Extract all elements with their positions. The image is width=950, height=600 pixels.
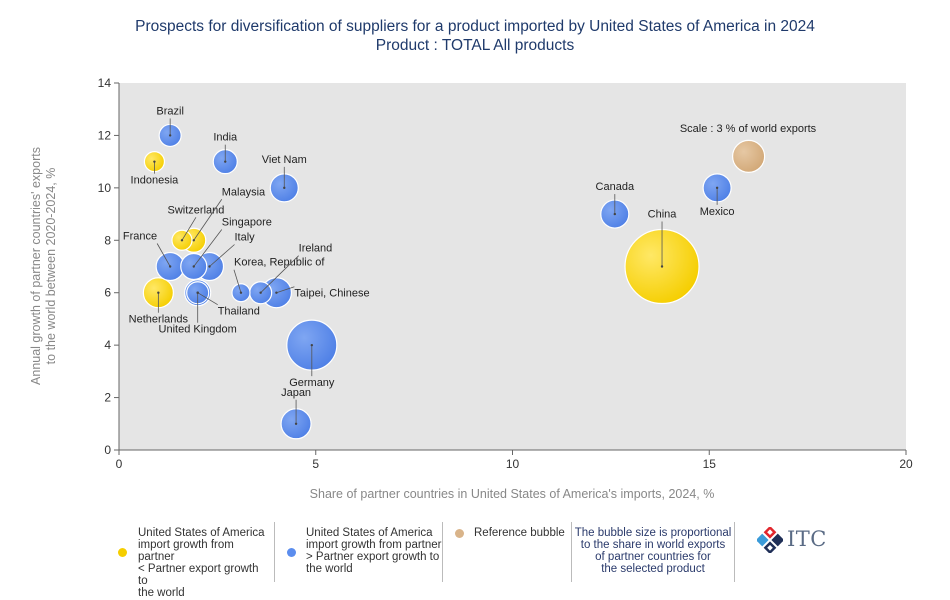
bubble-center-dot — [192, 265, 195, 268]
legend-line: United States of America — [306, 527, 433, 539]
bubble-center-dot — [239, 291, 243, 294]
reference-dot-icon — [455, 529, 464, 538]
bubble-center-dot — [192, 239, 195, 242]
bubble-center-dot — [208, 265, 211, 268]
y-tick-label: 0 — [104, 443, 111, 457]
chart-title: Prospects for diversification of supplie… — [0, 17, 950, 55]
legend-line: to the share in world exports — [580, 539, 726, 551]
bubble-label: Netherlands — [129, 314, 189, 326]
legend-divider — [571, 522, 572, 582]
y-axis-label-line1: Annual growth of partner countries' expo… — [29, 147, 43, 385]
bubble-label: China — [648, 209, 678, 221]
y-tick-label: 6 — [104, 286, 111, 300]
legend-item-reference: Reference bubble — [445, 518, 570, 582]
bubble-center-dot — [283, 186, 286, 190]
legend-line: the selected product — [601, 563, 705, 575]
leader-line — [197, 292, 218, 306]
bubble-label: Malaysia — [222, 186, 266, 198]
legend-line: The bubble size is proportional — [574, 527, 732, 539]
y-tick-label: 2 — [104, 391, 111, 405]
bubble-reference[interactable] — [731, 139, 766, 173]
bubble-label: Canada — [596, 181, 635, 193]
legend-reference-label: Reference bubble — [474, 527, 565, 539]
y-axis-label-line2: to the world between 2020-2024, % — [44, 168, 58, 365]
legend-line: import growth from partner — [306, 539, 442, 551]
bubble-label: Switzerland — [168, 204, 225, 216]
bubble-center-dot — [180, 239, 184, 242]
bubble-center-dot — [294, 422, 298, 425]
leader-line — [233, 269, 242, 293]
legend-line: of partner countries for — [595, 551, 711, 563]
bubble-center-dot — [153, 160, 156, 163]
chart-title-line1: Prospects for diversification of supplie… — [135, 18, 815, 35]
bubble-label: Viet Nam — [262, 154, 307, 166]
legend-line: the world — [138, 587, 185, 599]
legend-line: United States of America — [138, 527, 265, 539]
bubble-center-dot — [224, 160, 227, 163]
blue-dot-icon — [287, 548, 296, 557]
bubble-label: Singapore — [222, 217, 272, 229]
y-tick-label: 10 — [98, 181, 112, 195]
bubble-center-dot — [660, 265, 664, 268]
bubble-center-dot — [310, 343, 314, 347]
bubble-center-dot — [168, 265, 172, 268]
bubble-label: Indonesia — [131, 175, 180, 187]
bubble-center-dot — [168, 134, 172, 137]
leader-line — [276, 286, 295, 294]
bubble-center-dot — [196, 291, 199, 294]
legend-item-note: The bubble size is proportional to the s… — [574, 518, 732, 582]
bubble-center-dot — [715, 186, 719, 190]
bubble-label: Germany — [289, 377, 335, 389]
legend-line: import growth from partner — [138, 539, 234, 563]
leader-line — [260, 255, 299, 294]
plot-area — [119, 83, 906, 450]
leader-line — [156, 243, 171, 267]
legend-divider — [274, 522, 275, 582]
yellow-dot-icon — [118, 548, 127, 557]
legend-item-lower-growth: United States of America import growth f… — [105, 518, 270, 599]
scale-annotation: Scale : 3 % of world exports — [680, 123, 817, 135]
legend-line: the world — [306, 563, 353, 575]
x-tick-label: 10 — [506, 457, 520, 471]
y-tick-label: 14 — [98, 76, 112, 90]
bubble-label: Brazil — [156, 105, 184, 117]
legend-line: < Partner export growth to — [138, 563, 259, 587]
bubble-label: India — [213, 132, 238, 144]
legend-divider — [734, 522, 735, 582]
bubble-label: United Kingdom — [159, 324, 237, 336]
x-tick-label: 15 — [703, 457, 717, 471]
bubble-label: Italy — [235, 232, 256, 244]
legend-line: > Partner export growth to — [306, 551, 440, 563]
bubble-label: Ireland — [299, 243, 333, 255]
y-tick-label: 8 — [104, 233, 111, 247]
y-tick-label: 4 — [104, 338, 111, 352]
leader-line — [181, 217, 197, 241]
itc-logo-text: ITC — [787, 527, 827, 551]
y-tick-label: 12 — [98, 128, 112, 142]
x-tick-label: 5 — [312, 457, 319, 471]
leader-line — [193, 229, 223, 267]
bubble-label: Thailand — [218, 306, 260, 318]
bubble-label: Taipei, Chinese — [294, 288, 369, 300]
bubble-label: Korea, Republic of — [234, 257, 325, 269]
bubble-center-dot — [259, 291, 262, 294]
x-axis-label: Share of partner countries in United Sta… — [310, 487, 715, 501]
leader-line — [193, 199, 223, 241]
x-tick-label: 0 — [116, 457, 123, 471]
leader-line — [209, 244, 235, 267]
chart-title-line2: Product : TOTAL All products — [375, 37, 575, 54]
itc-logo-icon — [757, 527, 783, 553]
bubble-center-dot — [275, 291, 278, 294]
bubble-label: Japan — [281, 387, 311, 399]
bubble-center-dot — [613, 212, 617, 216]
bubble-label: France — [123, 231, 157, 243]
bubble-label: Mexico — [700, 206, 735, 218]
legend-item-higher-growth: United States of America import growth f… — [277, 518, 442, 582]
x-tick-label: 20 — [899, 457, 913, 471]
bubble-center-dot — [157, 291, 160, 294]
legend-divider — [442, 522, 443, 582]
